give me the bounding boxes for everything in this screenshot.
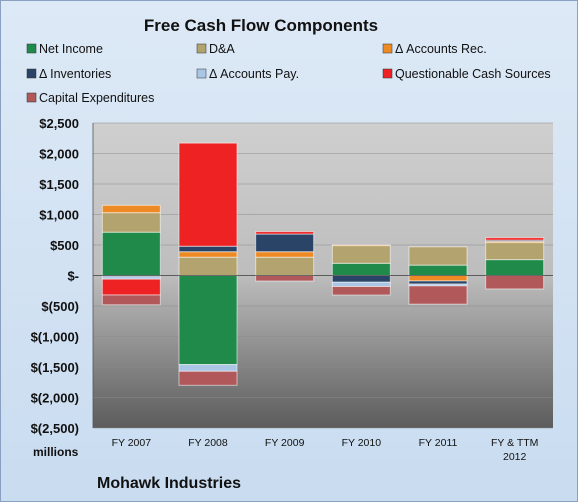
- x-tick-label: FY 2009: [265, 437, 305, 449]
- legend-item: Δ Accounts Pay.: [196, 67, 299, 81]
- bar-segment: [408, 285, 468, 305]
- y-tick-label: $-: [67, 269, 79, 284]
- legend-label: Δ Accounts Rec.: [395, 42, 487, 56]
- bar-segment: [408, 264, 468, 277]
- bar-segment: [408, 246, 468, 266]
- y-tick-label: $(1,500): [31, 360, 79, 375]
- bar-segment: [178, 245, 238, 253]
- x-tick-label: FY 2008: [188, 437, 228, 449]
- legend-label: Capital Expenditures: [39, 91, 154, 105]
- y-tick-label: $1,500: [39, 177, 79, 192]
- bar-segment: [255, 231, 315, 235]
- bar-segment: [485, 259, 545, 277]
- y-tick-label: $2,500: [39, 116, 79, 131]
- legend-item: Questionable Cash Sources: [382, 67, 551, 81]
- y-tick-label: $(2,000): [31, 391, 79, 406]
- legend-swatch: [26, 43, 37, 54]
- bar-segment: [331, 285, 391, 296]
- x-axis: FY 2007 FY 2008 FY 2009 FY 2010 FY 2011 FY & …: [112, 437, 539, 463]
- legend-label: Δ Accounts Pay.: [209, 67, 299, 81]
- bar-segment: [331, 275, 391, 283]
- legend-item: Δ Accounts Rec.: [382, 42, 487, 56]
- units-label: millions: [33, 445, 79, 459]
- legend-item: Net Income: [26, 42, 103, 56]
- legend-swatch: [26, 92, 37, 103]
- legend-item: Δ Inventories: [26, 67, 111, 81]
- y-tick-label: $2,000: [39, 147, 79, 162]
- bar-segment: [255, 233, 315, 253]
- legend-label: Net Income: [39, 42, 103, 56]
- y-axis: $2,500 $2,000 $1,500 $1,000 $500 $- $(500) $(1,…: [31, 116, 94, 436]
- bar-segment: [178, 251, 238, 258]
- bar-segment: [101, 204, 161, 214]
- x-tick-label: 2012: [503, 451, 527, 463]
- chart-title: Free Cash Flow Components: [144, 16, 378, 35]
- x-tick-label: FY 2010: [342, 437, 382, 449]
- x-tick-label: FY 2007: [112, 437, 152, 449]
- bar-segment: [101, 231, 161, 277]
- y-tick-label: $1,000: [39, 208, 79, 223]
- bar-segment: [331, 281, 391, 287]
- legend-swatch: [196, 68, 207, 79]
- bar-segment: [331, 244, 391, 247]
- bar-segment: [408, 275, 468, 282]
- bar-segment: [178, 142, 238, 247]
- legend: Net Income D&A Δ Accounts Rec. Δ Inventorie…: [26, 42, 551, 105]
- legend-swatch: [382, 68, 393, 79]
- bars: [93, 142, 553, 386]
- legend-swatch: [196, 43, 207, 54]
- bar-segment: [255, 251, 315, 258]
- bar-segment: [178, 275, 238, 366]
- bar-segment: [485, 275, 545, 290]
- legend-item: Capital Expenditures: [26, 91, 154, 105]
- legend-label: D&A: [209, 42, 235, 56]
- x-tick-label: FY & TTM: [491, 437, 538, 449]
- y-tick-label: $(500): [41, 299, 79, 314]
- legend-swatch: [382, 43, 393, 54]
- legend-item: D&A: [196, 42, 235, 56]
- gridlines: [93, 122, 553, 429]
- bar-segment: [101, 294, 161, 306]
- bar-segment: [178, 370, 238, 386]
- y-tick-label: $(1,000): [31, 330, 79, 345]
- bar-segment: [178, 364, 238, 372]
- y-tick-label: $(2,500): [31, 421, 79, 436]
- bar-segment: [255, 256, 315, 277]
- bar-segment: [178, 256, 238, 277]
- bar-segment: [485, 242, 545, 261]
- bar-segment: [485, 237, 545, 241]
- x-tick-label: FY 2011: [419, 437, 458, 449]
- bar-segment: [255, 275, 315, 282]
- bar-segment: [331, 262, 391, 276]
- bar-segment: [101, 278, 161, 296]
- y-tick-label: $500: [50, 238, 79, 253]
- legend-label: Questionable Cash Sources: [395, 67, 551, 81]
- company-name: Mohawk Industries: [97, 475, 241, 492]
- bar-segment: [101, 212, 161, 233]
- legend-swatch: [26, 68, 37, 79]
- legend-label: Δ Inventories: [39, 67, 111, 81]
- bar-segment: [331, 245, 391, 264]
